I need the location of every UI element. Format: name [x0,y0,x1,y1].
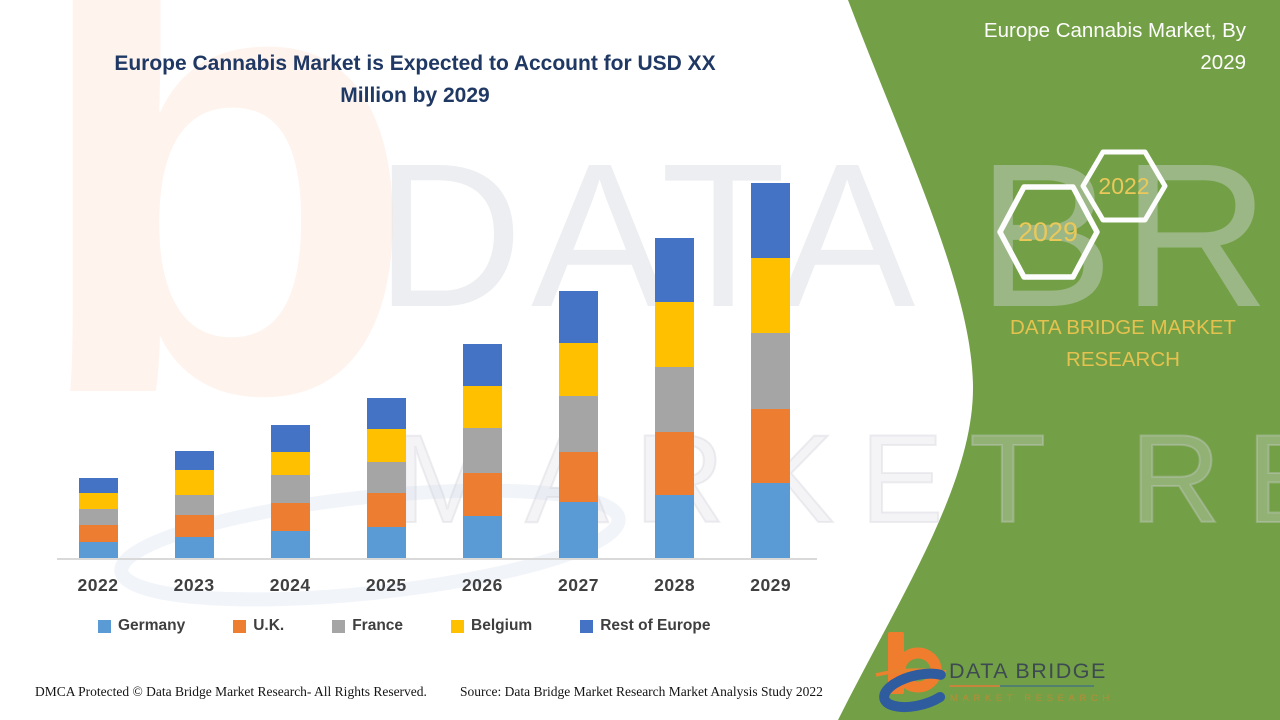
watermark-market-research-text: MARKET RESEARCH [394,409,1280,550]
hexagon-badges: 2029 2022 [997,149,1168,280]
data-bridge-logo: DATA BRIDGE MARKET RESEARCH [875,632,1112,713]
hexagon-2022: 2022 [1080,149,1168,223]
hexagon-2029: 2029 [997,184,1100,280]
chart-title: Europe Cannabis Market is Expected to Ac… [114,52,716,107]
svg-text:2029: 2029 [1018,217,1078,247]
svg-text:DATA BRIDGE: DATA BRIDGE [949,659,1107,683]
sidebar-brand-text: DATA BRIDGE MARKET RESEARCH [1010,316,1236,372]
svg-text:MARKET RESEARCH: MARKET RESEARCH [950,693,1112,704]
watermark-data-bridge-text: DATA BRIDGE [375,121,1280,350]
footer-dmca-text: DMCA Protected © Data Bridge Market Rese… [35,684,427,699]
footer-source-text: Source: Data Bridge Market Research Mark… [460,684,823,699]
logo-b-mark [875,632,947,713]
sidebar-title: Europe Cannabis Market, By 2029 [983,19,1246,74]
x-axis-line [57,558,817,560]
svg-text:2022: 2022 [1098,173,1149,199]
watermark-b-logo: b [28,0,419,527]
watermark-swoosh [114,483,626,607]
